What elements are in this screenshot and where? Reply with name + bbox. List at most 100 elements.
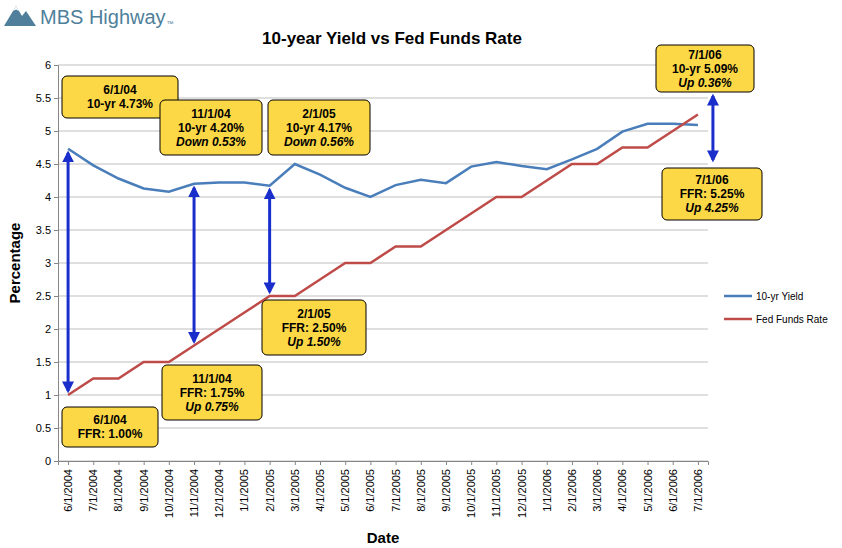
arrow xyxy=(268,190,271,292)
x-tick: 10/1/2005 xyxy=(465,461,477,518)
x-tick: 10/1/2004 xyxy=(163,461,175,518)
x-tick-mark xyxy=(446,461,447,465)
x-tick-mark xyxy=(320,461,321,465)
annotation: 11/1/0410-yr 4.20%Down 0.53% xyxy=(160,100,262,155)
x-tick: 2/1/2006 xyxy=(566,461,578,512)
y-tick: 1.5 xyxy=(36,356,58,368)
x-tick: 7/1/2005 xyxy=(390,461,402,512)
y-tick-mark xyxy=(54,329,58,330)
x-tick: 2/1/2005 xyxy=(264,461,276,512)
annotation-text: 11/1/04 xyxy=(191,107,231,121)
y-tick-mark xyxy=(54,164,58,165)
x-tick-label: 9/1/2004 xyxy=(138,469,150,512)
logo-text: MBS Highway xyxy=(40,6,166,28)
annotation-text: FFR: 2.50% xyxy=(282,321,347,335)
y-tick-label: 5 xyxy=(45,125,51,137)
x-tick: 5/1/2005 xyxy=(339,461,351,512)
x-tick-mark xyxy=(219,461,220,465)
annotation-box xyxy=(662,168,762,220)
x-tick-label: 1/1/2006 xyxy=(541,469,553,512)
x-tick-mark xyxy=(597,461,598,465)
y-tick: 2 xyxy=(45,323,58,335)
annotation-text: 2/1/05 xyxy=(297,307,331,321)
annotation-text: Down 0.53% xyxy=(176,135,246,149)
x-tick: 11/1/2004 xyxy=(188,461,200,517)
x-tick-mark xyxy=(572,461,573,465)
x-tick-label: 6/1/2006 xyxy=(667,469,679,512)
y-tick: 3.5 xyxy=(36,224,58,236)
x-tick: 12/1/2004 xyxy=(213,461,225,518)
annotation-text: Up 0.36% xyxy=(678,76,732,90)
y-tick-label: 3 xyxy=(45,257,51,269)
annotation-text: 10-yr 5.09% xyxy=(672,62,738,76)
x-tick-mark xyxy=(270,461,271,465)
x-tick-label: 4/1/2006 xyxy=(616,469,628,512)
annotation: 7/1/06FFR: 5.25%Up 4.25% xyxy=(662,168,762,220)
y-tick: 4 xyxy=(45,191,58,203)
y-tick-mark xyxy=(54,197,58,198)
legend-swatch xyxy=(724,295,752,298)
grid-line xyxy=(58,296,708,297)
x-tick-label: 6/1/2005 xyxy=(364,469,376,512)
y-tick-mark xyxy=(54,428,58,429)
y-tick-label: 5.5 xyxy=(36,92,51,104)
x-tick: 3/1/2006 xyxy=(591,461,603,512)
x-tick-mark xyxy=(169,461,170,465)
grid-line xyxy=(58,164,708,165)
annotation-text: 7/1/06 xyxy=(688,48,722,62)
annotation-text: FFR: 5.25% xyxy=(680,187,745,201)
x-tick-mark xyxy=(118,461,119,465)
x-tick-label: 7/1/2005 xyxy=(390,469,402,512)
x-axis: 6/1/20047/1/20048/1/20049/1/200410/1/200… xyxy=(59,461,709,518)
y-tick-label: 2.5 xyxy=(36,290,51,302)
y-tick-label: 2 xyxy=(45,323,51,335)
logo-icon xyxy=(4,6,36,26)
y-tick: 3 xyxy=(45,257,58,269)
arrow xyxy=(193,188,196,342)
x-tick-mark xyxy=(421,461,422,465)
logo: MBS Highway™ xyxy=(4,6,174,28)
y-tick: 1 xyxy=(45,389,58,401)
grid-line xyxy=(58,230,708,231)
x-tick-mark xyxy=(648,461,649,465)
annotation-text: FFR: 1.75% xyxy=(180,386,245,400)
arrow xyxy=(67,153,70,391)
x-tick-label: 2/1/2005 xyxy=(264,469,276,512)
y-axis-line xyxy=(54,66,59,462)
x-tick-label: 12/1/2004 xyxy=(213,469,225,518)
x-tick-mark xyxy=(547,461,548,465)
y-tick-label: 1 xyxy=(45,389,51,401)
annotation-text: Down 0.56% xyxy=(284,135,354,149)
x-tick-label: 8/1/2005 xyxy=(415,469,427,512)
x-tick-mark xyxy=(471,461,472,465)
x-tick: 12/1/2005 xyxy=(516,461,528,518)
y-tick-mark xyxy=(54,131,58,132)
x-tick-mark xyxy=(144,461,145,465)
annotation: 2/1/05FFR: 2.50%Up 1.50% xyxy=(262,300,366,355)
y-tick-mark xyxy=(54,395,58,396)
x-tick: 6/1/2006 xyxy=(667,461,679,512)
y-tick: 0.5 xyxy=(36,422,58,434)
y-tick-mark xyxy=(54,98,58,99)
y-axis: 00.511.522.533.544.555.56 xyxy=(36,59,59,467)
x-tick-mark xyxy=(496,461,497,465)
chart: MBS Highway™10-year Yield vs Fed Funds R… xyxy=(0,0,842,548)
logo-mark: ™ xyxy=(167,20,174,27)
annotation-text: FFR: 1.00% xyxy=(78,427,143,441)
x-tick-mark xyxy=(396,461,397,465)
x-tick-label: 7/1/2006 xyxy=(692,469,704,512)
grid-line xyxy=(58,263,708,264)
x-tick-label: 7/1/2004 xyxy=(87,469,99,512)
x-tick: 1/1/2006 xyxy=(541,461,553,512)
y-tick-label: 4.5 xyxy=(36,158,51,170)
x-tick: 8/1/2005 xyxy=(415,461,427,512)
x-tick: 6/1/2005 xyxy=(364,461,376,512)
annotation-box xyxy=(62,407,158,447)
annotation-box xyxy=(262,300,366,355)
x-tick: 1/1/2005 xyxy=(238,461,250,512)
x-tick: 4/1/2005 xyxy=(314,461,326,512)
logo-icon-snow xyxy=(13,6,19,11)
y-tick: 4.5 xyxy=(36,158,58,170)
annotation-text: 10-yr 4.20% xyxy=(178,121,244,135)
annotation-box xyxy=(268,100,370,155)
